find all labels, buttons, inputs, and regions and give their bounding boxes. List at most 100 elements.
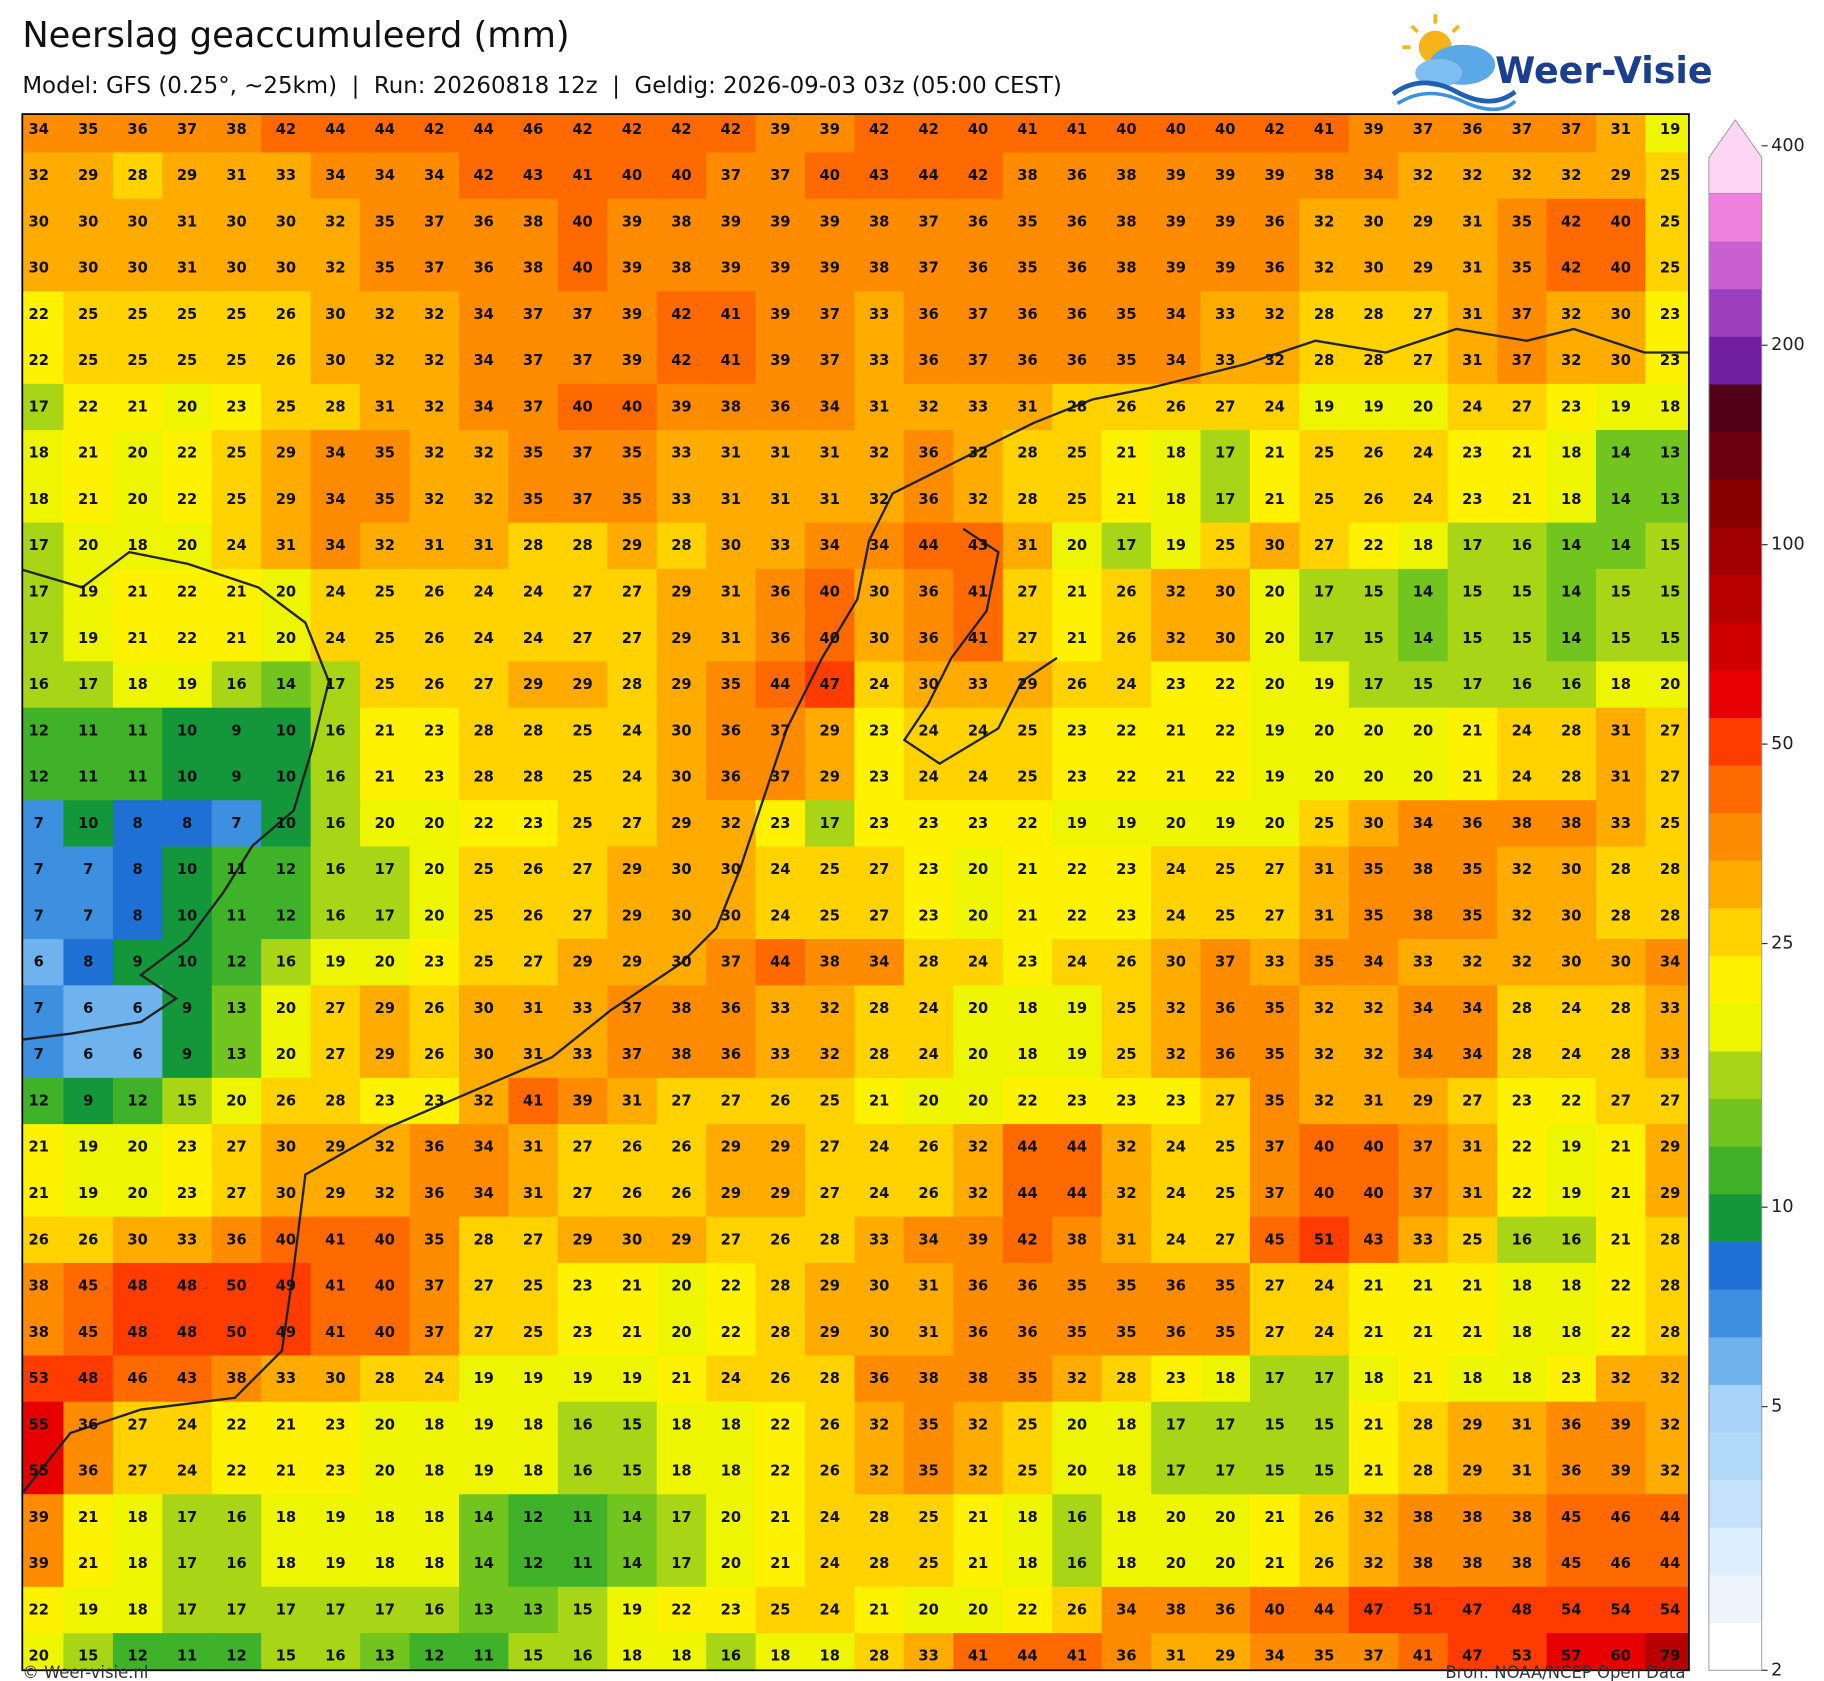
precip-value: 45 xyxy=(78,1324,98,1341)
precip-value: 18 xyxy=(1116,1416,1136,1433)
precip-value: 39 xyxy=(1363,121,1383,138)
precip-value: 19 xyxy=(1215,815,1235,832)
precip-value: 18 xyxy=(375,1555,395,1572)
precip-value: 37 xyxy=(572,491,592,508)
precip-value: 31 xyxy=(721,584,741,601)
precip-value: 28 xyxy=(1660,1278,1680,1295)
precip-value: 40 xyxy=(1215,121,1235,138)
precip-value: 25 xyxy=(177,352,197,369)
precip-value: 41 xyxy=(968,1648,988,1665)
precip-value: 40 xyxy=(1116,121,1136,138)
precip-cell xyxy=(458,1031,510,1079)
precip-cell xyxy=(360,615,411,663)
precip-cell xyxy=(1002,152,1053,200)
precip-cell xyxy=(557,1031,608,1079)
precip-value: 33 xyxy=(671,491,691,508)
precip-value: 42 xyxy=(1561,260,1581,277)
precip-cell xyxy=(1348,892,1399,940)
precip-cell xyxy=(162,1124,213,1172)
precip-value: 15 xyxy=(1512,584,1532,601)
precip-value: 16 xyxy=(572,1648,592,1665)
precip-cell xyxy=(1645,892,1689,940)
precip-cell xyxy=(261,152,312,200)
precip-value: 39 xyxy=(1215,167,1235,184)
precip-cell xyxy=(1101,939,1152,987)
precip-value: 21 xyxy=(1264,1509,1284,1526)
precip-cell xyxy=(112,707,164,755)
precip-value: 27 xyxy=(127,1416,147,1433)
precip-value: 38 xyxy=(1116,167,1136,184)
precip-value: 21 xyxy=(1264,1555,1284,1572)
precip-cell xyxy=(112,800,164,848)
precip-value: 19 xyxy=(1561,1139,1581,1156)
precip-cell xyxy=(1497,1170,1548,1218)
precip-value: 36 xyxy=(1166,1324,1186,1341)
precip-value: 16 xyxy=(1067,1555,1087,1572)
precip-cell xyxy=(162,430,213,478)
precip-cell xyxy=(1299,615,1350,663)
precip-cell xyxy=(261,522,312,570)
precip-value: 18 xyxy=(1660,398,1680,415)
precip-value: 31 xyxy=(523,1185,543,1202)
precip-value: 25 xyxy=(1660,167,1680,184)
precip-value: 20 xyxy=(127,1185,147,1202)
precip-value: 36 xyxy=(1561,1463,1581,1480)
precip-value: 31 xyxy=(1462,1139,1482,1156)
precip-value: 28 xyxy=(473,722,493,739)
precip-cell xyxy=(755,198,806,246)
precip-value: 18 xyxy=(127,1555,147,1572)
precip-cell xyxy=(63,846,114,894)
precip-value: 39 xyxy=(1264,167,1284,184)
precip-value: 23 xyxy=(1166,676,1186,693)
precip-value: 21 xyxy=(968,1509,988,1526)
precip-cell xyxy=(1101,1216,1152,1264)
precip-value: 28 xyxy=(127,167,147,184)
precip-value: 36 xyxy=(721,722,741,739)
precip-cell xyxy=(1645,383,1689,431)
precip-cell xyxy=(1200,152,1251,200)
precip-cell xyxy=(1249,1170,1301,1218)
precip-cell xyxy=(1002,985,1053,1033)
precip-value: 21 xyxy=(1363,1416,1383,1433)
precip-value: 7 xyxy=(34,907,44,924)
precip-value: 33 xyxy=(177,1231,197,1248)
precip-value: 23 xyxy=(918,815,938,832)
precip-value: 17 xyxy=(1314,584,1334,601)
precip-cell xyxy=(211,430,262,478)
precip-cell xyxy=(1447,114,1498,154)
precip-value: 26 xyxy=(424,676,444,693)
precip-cell xyxy=(409,939,460,987)
precip-cell xyxy=(22,892,65,940)
precip-value: 27 xyxy=(473,1324,493,1341)
precip-value: 16 xyxy=(226,1555,246,1572)
precip-cell xyxy=(1249,1077,1301,1125)
precip-value: 36 xyxy=(78,1416,98,1433)
precip-value: 24 xyxy=(968,722,988,739)
precip-cell xyxy=(508,1170,559,1218)
precip-value: 9 xyxy=(182,1000,192,1017)
precip-value: 35 xyxy=(1314,1648,1334,1665)
precip-cell xyxy=(458,615,510,663)
precip-cell xyxy=(1546,1077,1597,1125)
precip-value: 33 xyxy=(770,1000,790,1017)
precip-value: 20 xyxy=(127,491,147,508)
precip-cell xyxy=(1299,892,1350,940)
precip-cell xyxy=(162,1031,213,1079)
colorbar-band xyxy=(1708,1527,1762,1576)
precip-value: 35 xyxy=(1067,1324,1087,1341)
precip-cell xyxy=(211,753,262,801)
precip-cell xyxy=(211,985,262,1033)
precip-cell xyxy=(1497,939,1548,987)
precip-cell xyxy=(854,707,905,755)
precip-value: 40 xyxy=(572,213,592,230)
precip-value: 23 xyxy=(1067,769,1087,786)
precip-value: 17 xyxy=(1363,676,1383,693)
precip-cell xyxy=(656,152,707,200)
precip-cell xyxy=(607,1170,658,1218)
precip-value: 27 xyxy=(226,1185,246,1202)
precip-value: 27 xyxy=(1264,907,1284,924)
precip-value: 38 xyxy=(918,1370,938,1387)
precip-value: 30 xyxy=(1363,213,1383,230)
precip-cell xyxy=(903,114,955,154)
precip-cell xyxy=(22,1170,65,1218)
